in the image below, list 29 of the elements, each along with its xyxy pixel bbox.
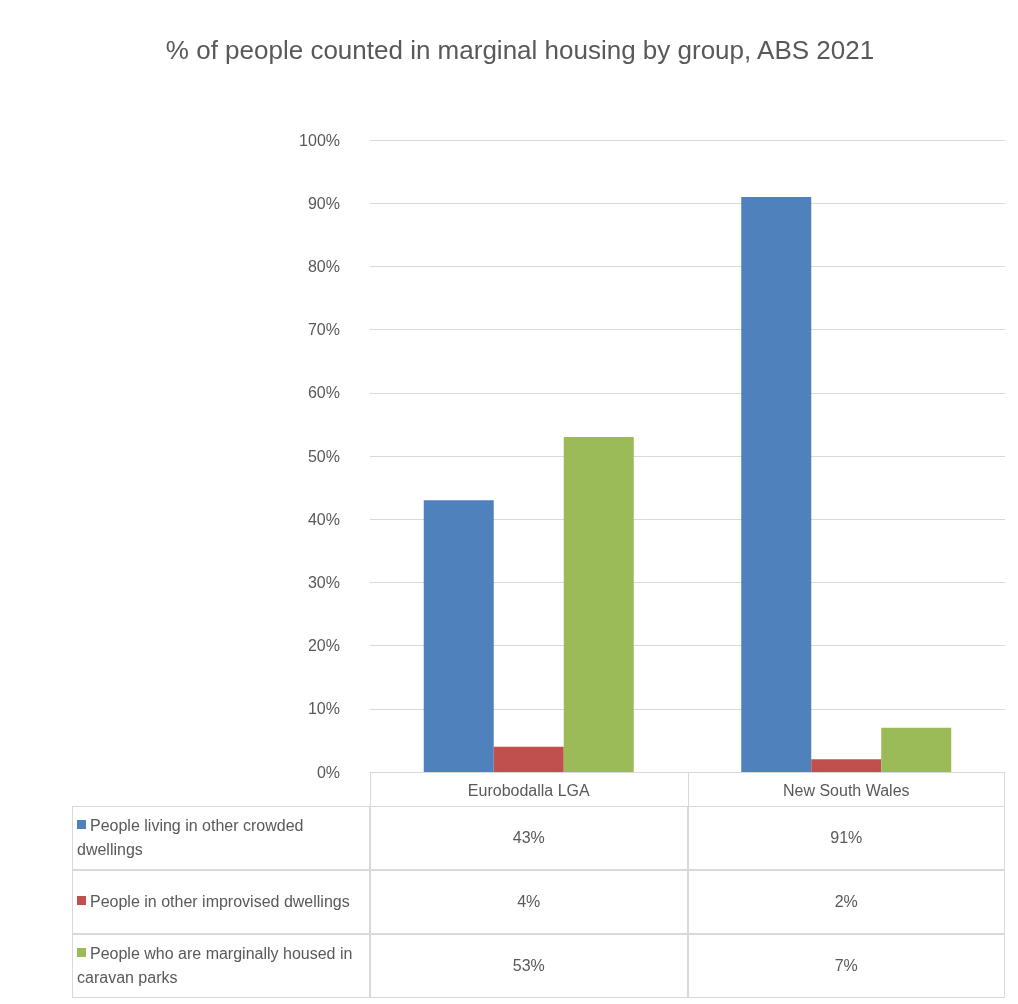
y-tick-label: 90% bbox=[307, 194, 340, 212]
legend-label: People in other improvised dwellings bbox=[90, 893, 350, 910]
bar bbox=[563, 437, 634, 772]
chart-title: % of people counted in marginal housing by group, ABS 2021 bbox=[164, 34, 876, 67]
y-tick-label: 60% bbox=[307, 384, 340, 402]
y-tick-label: 40% bbox=[307, 510, 340, 528]
data-label: 43% bbox=[370, 806, 688, 870]
legend-label: People living in other crowded dwellings bbox=[77, 817, 304, 858]
y-tick-label: 10% bbox=[307, 700, 340, 718]
bar bbox=[741, 196, 812, 772]
data-label: 7% bbox=[687, 934, 1005, 998]
y-tick-label: 100% bbox=[299, 131, 340, 149]
bar bbox=[881, 727, 952, 772]
data-label: 4% bbox=[370, 870, 688, 934]
data-label: 53% bbox=[370, 934, 688, 998]
x-tick-label: Eurobodalla LGA bbox=[467, 781, 591, 799]
y-tick-label: 30% bbox=[307, 573, 340, 591]
y-tick-label: 80% bbox=[307, 257, 340, 275]
bar bbox=[811, 759, 882, 772]
y-tick-label: 0% bbox=[316, 763, 340, 781]
y-tick-label: 20% bbox=[307, 637, 340, 655]
bar bbox=[493, 746, 564, 772]
legend-label: People who are marginally housed in caravan parks bbox=[77, 945, 353, 986]
y-tick-label: 70% bbox=[307, 321, 340, 339]
y-tick-label: 50% bbox=[307, 447, 340, 465]
bar bbox=[423, 500, 494, 772]
data-label: 2% bbox=[687, 870, 1005, 934]
data-label: 91% bbox=[687, 806, 1005, 870]
x-tick-label: New South Wales bbox=[782, 781, 910, 799]
